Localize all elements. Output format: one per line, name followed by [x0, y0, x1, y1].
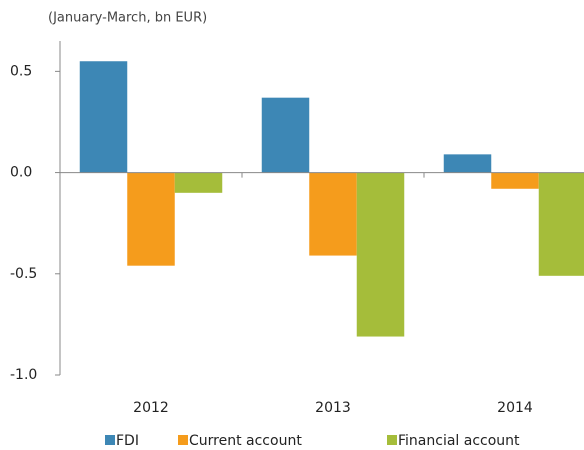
legend-swatch	[387, 435, 397, 445]
legend-swatch	[105, 435, 115, 445]
legend-swatch	[178, 435, 188, 445]
y-tick-label: 0.5	[10, 63, 32, 79]
bar	[356, 172, 405, 337]
bar	[261, 97, 310, 173]
x-tick-label: 2014	[497, 400, 533, 416]
y-tick-label: -1.0	[10, 367, 37, 383]
y-tick-label: 0.0	[10, 165, 32, 181]
bar	[309, 172, 357, 256]
bar	[443, 154, 492, 173]
x-tick-label: 2012	[133, 400, 169, 416]
chart-subtitle: (January-March, bn EUR)	[48, 11, 207, 26]
bar	[491, 172, 539, 189]
legend-label: FDI	[116, 433, 139, 449]
bar	[79, 61, 128, 173]
legend-label: Current account	[189, 433, 302, 449]
bar	[538, 172, 584, 276]
x-tick-label: 2013	[315, 400, 351, 416]
bar	[127, 172, 175, 266]
bar	[174, 172, 223, 193]
y-tick-label: -0.5	[10, 266, 37, 282]
legend-label: Financial account	[398, 433, 520, 449]
